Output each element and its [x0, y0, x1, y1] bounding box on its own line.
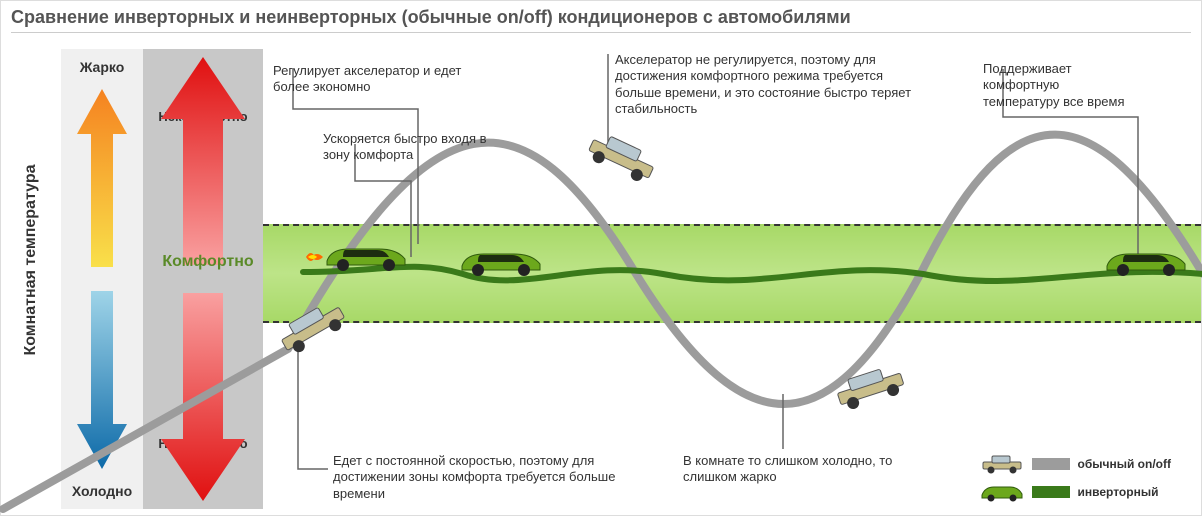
legend-inverter-swatch [1032, 486, 1070, 498]
y-axis-label: Комнатная температура [22, 160, 40, 360]
red-arrows-icon [143, 49, 263, 509]
chart-area: Регулирует акселератор и едет более экон… [263, 49, 1201, 515]
legend-onoff-swatch [1032, 458, 1070, 470]
legend: обычный on/off инверторный [980, 447, 1171, 503]
legend-inverter-label: инверторный [1078, 485, 1159, 499]
note-n3: Акселератор не регулируется, поэтому для… [615, 52, 915, 117]
legend-onoff-car-icon [980, 453, 1024, 475]
note-n1: Регулирует акселератор и едет более экон… [273, 63, 483, 96]
legend-inverter-car-icon [980, 481, 1024, 503]
inverter-car-icon [323, 239, 409, 273]
label-comfortable: Комфортно [153, 253, 263, 271]
note-n6: В комнате то слишком холодно, то слишком… [683, 453, 913, 486]
page-title: Сравнение инверторных и неинверторных (о… [11, 7, 1191, 33]
inverter-car-icon [1103, 244, 1189, 278]
note-n5: Едет с постоянной скоростью, поэтому для… [333, 453, 623, 502]
comfort-arrow-column: Некомфортно Некомфортно [143, 49, 263, 509]
inverter-car-icon [458, 244, 544, 278]
inverter-curve [303, 267, 1202, 281]
note-n4: Поддерживает комфортную температуру все … [983, 61, 1138, 110]
legend-onoff-label: обычный on/off [1078, 457, 1171, 471]
note-n2: Ускоряется быстро входя в зону комфорта [323, 131, 493, 164]
